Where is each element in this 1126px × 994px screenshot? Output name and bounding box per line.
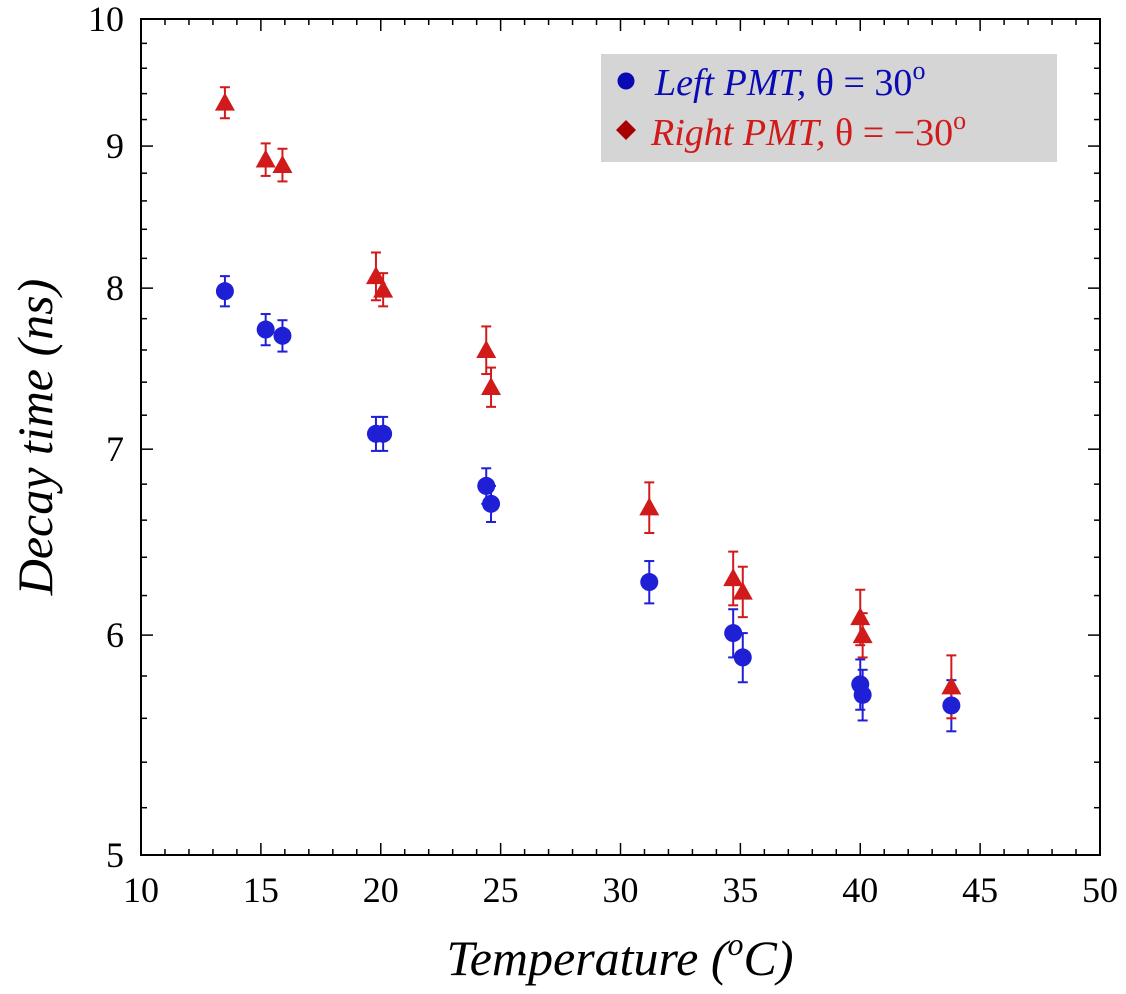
- data-point-left-pmt: [374, 424, 393, 443]
- x-tick-label: 20: [363, 870, 399, 910]
- data-point-right-pmt: [255, 149, 276, 168]
- legend-marker-left: [617, 72, 635, 90]
- data-markers: [214, 92, 962, 715]
- x-tick-label: 10: [123, 870, 159, 910]
- tick-labels: 10 15 20 25 30 35 40 45 50 5 6 7 8 9 10: [88, 0, 1118, 910]
- y-axis-title: Decay time (ns): [7, 279, 63, 597]
- data-point-right-pmt: [214, 92, 235, 111]
- data-point-right-pmt: [639, 497, 660, 516]
- legend-label-right: Right PMT, θ = −30o: [650, 106, 966, 154]
- data-point-right-pmt: [723, 568, 744, 587]
- legend-label-left: Left PMT, θ = 30o: [654, 56, 925, 104]
- x-tick-label: 35: [722, 870, 758, 910]
- x-tick-label: 15: [243, 870, 279, 910]
- axis-ticks: [140, 18, 1101, 856]
- data-point-left-pmt: [853, 685, 872, 704]
- y-tick-label: 5: [106, 835, 124, 875]
- data-point-right-pmt: [272, 154, 293, 173]
- data-point-right-pmt: [852, 625, 873, 644]
- data-point-right-pmt: [732, 581, 753, 600]
- y-tick-label: 6: [106, 615, 124, 655]
- data-point-right-pmt: [476, 339, 497, 358]
- y-tick-label: 9: [106, 126, 124, 166]
- data-point-left-pmt: [733, 648, 752, 667]
- data-point-left-pmt: [942, 696, 961, 715]
- x-tick-label: 25: [483, 870, 519, 910]
- data-point-right-pmt: [373, 279, 394, 298]
- data-point-right-pmt: [850, 607, 871, 626]
- data-point-right-pmt: [365, 266, 386, 285]
- y-tick-label: 8: [106, 268, 124, 308]
- data-point-left-pmt: [640, 573, 659, 592]
- data-point-left-pmt: [215, 282, 234, 301]
- x-tick-label: 40: [842, 870, 878, 910]
- data-point-left-pmt: [477, 476, 496, 495]
- x-tick-label: 45: [962, 870, 998, 910]
- y-tick-label: 7: [106, 429, 124, 469]
- legend-box: [601, 54, 1057, 162]
- data-point-left-pmt: [482, 494, 501, 513]
- y-tick-label: 10: [88, 0, 124, 39]
- data-point-left-pmt: [273, 326, 292, 345]
- data-point-right-pmt: [941, 676, 962, 695]
- x-tick-label: 30: [603, 870, 639, 910]
- data-point-left-pmt: [256, 320, 275, 339]
- legend: Left PMT, θ = 30o Right PMT, θ = −30o: [601, 54, 1057, 162]
- x-axis-title: Temperature (oC): [446, 926, 793, 986]
- x-tick-label: 50: [1082, 870, 1118, 910]
- legend-marker-right: [616, 120, 636, 140]
- error-bars: [219, 86, 957, 733]
- data-point-left-pmt: [724, 624, 743, 643]
- data-point-right-pmt: [481, 377, 502, 396]
